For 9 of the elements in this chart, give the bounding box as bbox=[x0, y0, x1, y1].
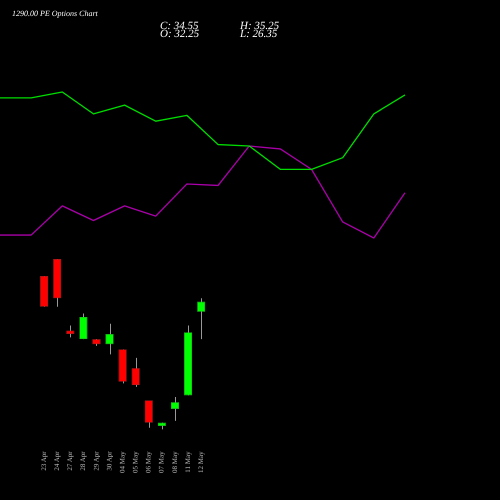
candlestick bbox=[132, 357, 140, 388]
candlestick bbox=[197, 298, 206, 340]
text: O: 32.25 bbox=[160, 28, 200, 40]
text: L: 26.35 bbox=[240, 28, 278, 40]
chart-title: 1290.00 PE Options Chart bbox=[12, 9, 98, 18]
candlestick bbox=[66, 324, 74, 338]
candlestick bbox=[79, 313, 88, 340]
candlestick bbox=[170, 396, 180, 422]
candlestick bbox=[144, 400, 153, 428]
